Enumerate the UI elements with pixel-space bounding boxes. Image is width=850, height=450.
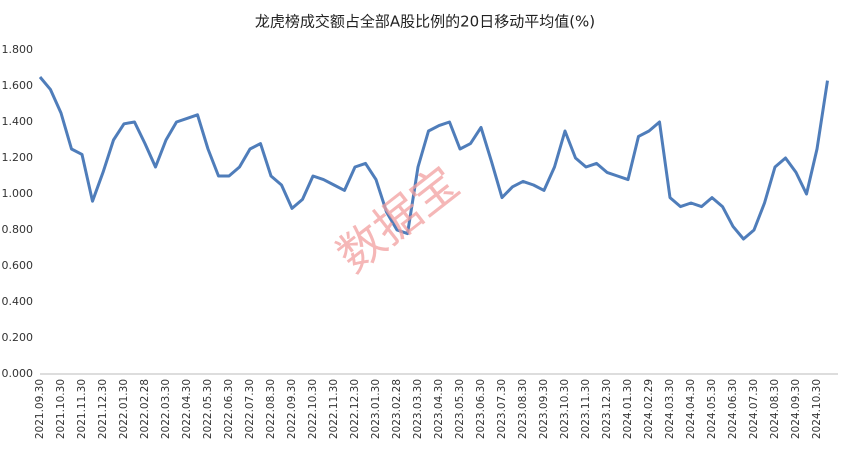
x-tick-label: 2021.12.30 (97, 379, 109, 439)
x-tick-label: 2024.03.30 (664, 379, 676, 439)
y-tick-label: 1.400 (2, 115, 34, 128)
x-tick-label: 2023.06.30 (475, 379, 487, 439)
x-tick-label: 2023.08.30 (517, 379, 529, 439)
x-tick-label: 2024.07.30 (748, 379, 760, 439)
y-tick-label: 0.200 (2, 331, 34, 344)
x-tick-label: 2024.06.30 (727, 379, 739, 439)
x-tick-label: 2022.02.28 (139, 379, 151, 439)
x-tick-label: 2021.09.30 (34, 379, 46, 439)
x-tick-label: 2022.07.30 (244, 379, 256, 439)
x-tick-label: 2024.10.30 (811, 379, 823, 439)
x-tick-label: 2024.05.30 (706, 379, 718, 439)
x-tick-label: 2022.04.30 (181, 379, 193, 439)
x-tick-label: 2024.01.30 (622, 379, 634, 439)
x-tick-label: 2021.11.30 (76, 379, 88, 439)
x-tick-label: 2023.09.30 (538, 379, 550, 439)
x-tick-label: 2023.03.30 (412, 379, 424, 439)
x-tick-label: 2021.10.30 (55, 379, 67, 439)
x-tick-label: 2022.11.30 (328, 379, 340, 439)
x-tick-label: 2023.07.30 (496, 379, 508, 439)
x-tick-label: 2023.05.30 (454, 379, 466, 439)
watermark: 数据宝 (327, 155, 469, 283)
x-tick-label: 2022.05.30 (202, 379, 214, 439)
x-tick-label: 2023.02.28 (391, 379, 403, 439)
x-tick-label: 2022.12.30 (349, 379, 361, 439)
chart-title: 龙虎榜成交额占全部A股比例的20日移动平均值(%) (255, 13, 595, 31)
x-tick-label: 2023.11.30 (580, 379, 592, 439)
x-tick-label: 2022.09.30 (286, 379, 298, 439)
y-tick-label: 0.600 (2, 259, 34, 272)
y-tick-label: 0.800 (2, 223, 34, 236)
x-tick-label: 2024.04.30 (685, 379, 697, 439)
x-tick-label: 2022.01.30 (118, 379, 130, 439)
x-tick-label: 2023.04.30 (433, 379, 445, 439)
y-tick-label: 0.000 (2, 367, 34, 380)
x-tick-label: 2022.06.30 (223, 379, 235, 439)
x-tick-label: 2024.02.29 (643, 379, 655, 439)
x-tick-label: 2024.09.30 (790, 379, 802, 439)
y-tick-label: 1.600 (2, 79, 34, 92)
y-tick-label: 0.400 (2, 295, 34, 308)
x-tick-label: 2022.03.30 (160, 379, 172, 439)
x-tick-label: 2023.12.30 (601, 379, 613, 439)
x-tick-label: 2023.01.30 (370, 379, 382, 439)
x-tick-label: 2022.08.30 (265, 379, 277, 439)
x-tick-label: 2023.10.30 (559, 379, 571, 439)
y-tick-label: 1.200 (2, 151, 34, 164)
x-tick-label: 2024.08.30 (769, 379, 781, 439)
y-tick-label: 1.000 (2, 187, 34, 200)
x-tick-label: 2022.10.30 (307, 379, 319, 439)
data-line (38, 76, 829, 241)
y-tick-label: 1.800 (2, 43, 34, 56)
